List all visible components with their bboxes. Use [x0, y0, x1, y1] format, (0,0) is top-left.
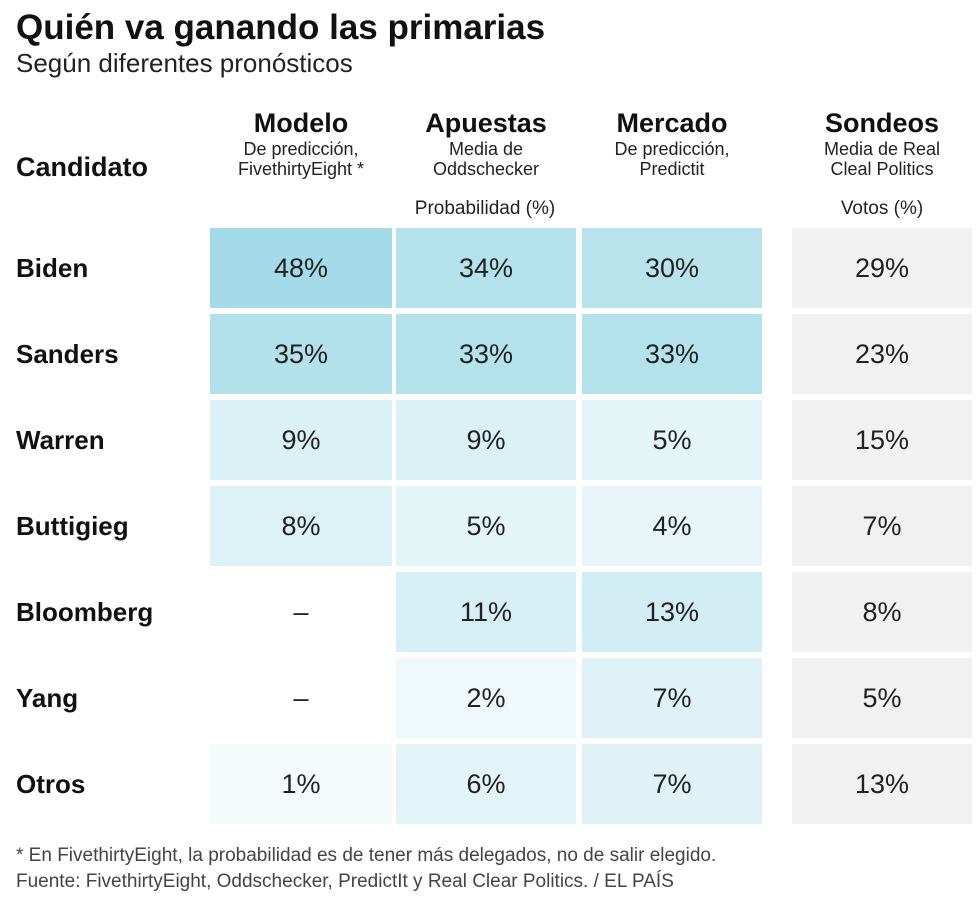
value-cell: 7% — [792, 486, 972, 566]
column-name: Mercado — [616, 108, 728, 138]
value-cell: 2% — [396, 658, 576, 738]
column-desc: Media de — [448, 139, 524, 159]
row-header: Candidato — [16, 152, 148, 182]
value-cell: 6% — [396, 744, 576, 824]
column-name: Modelo — [253, 108, 349, 138]
chart-title: Quién va ganando las primarias — [16, 8, 546, 47]
value-cell: 9% — [396, 400, 576, 480]
value-cell: 33% — [396, 314, 576, 394]
value-cell: – — [210, 572, 392, 652]
value-cell: 29% — [792, 228, 972, 308]
value-cell: 13% — [792, 744, 972, 824]
column-desc: De predicción, — [243, 139, 359, 159]
value-cell: 7% — [582, 744, 762, 824]
candidate-label: Warren — [16, 425, 105, 455]
column-header-apuestas: Apuestas Media de Oddschecker — [396, 107, 576, 179]
candidate-label: Buttigieg — [16, 511, 129, 541]
value-cell: 35% — [210, 314, 392, 394]
value-cell: 4% — [582, 486, 762, 566]
value-cell: 15% — [792, 400, 972, 480]
candidate-label: Sanders — [16, 339, 119, 369]
value-cell: 8% — [792, 572, 972, 652]
value-cell: 7% — [582, 658, 762, 738]
value-cell: 8% — [210, 486, 392, 566]
value-cell: 9% — [210, 400, 392, 480]
column-desc: De predicción, — [614, 139, 730, 159]
candidate-label: Biden — [16, 253, 89, 283]
column-desc: FivethirtyEight * — [237, 159, 365, 179]
value-cell: – — [210, 658, 392, 738]
value-cell: 34% — [396, 228, 576, 308]
value-cell: 1% — [210, 744, 392, 824]
column-desc: Oddschecker — [432, 159, 540, 179]
column-desc: Cleal Politics — [830, 159, 934, 179]
column-desc: Predictit — [639, 159, 705, 179]
column-desc: Media de Real — [823, 139, 941, 159]
value-cell: 33% — [582, 314, 762, 394]
unit-votes: Votos (%) — [840, 198, 924, 219]
column-header-sondeos: Sondeos Media de Real Cleal Politics — [792, 107, 972, 179]
value-cell: 48% — [210, 228, 392, 308]
value-cell: 13% — [582, 572, 762, 652]
candidate-label: Bloomberg — [16, 597, 154, 627]
unit-probability: Probabilidad (%) — [414, 198, 556, 219]
value-cell: 5% — [396, 486, 576, 566]
column-header-modelo: Modelo De predicción, FivethirtyEight * — [210, 107, 392, 179]
candidate-label: Otros — [16, 769, 86, 799]
value-cell: 23% — [792, 314, 972, 394]
column-name: Sondeos — [824, 108, 939, 138]
candidate-label: Yang — [16, 683, 79, 713]
value-cell: 11% — [396, 572, 576, 652]
footnote-asterisk: * En FivethirtyEight, la probabilidad es… — [16, 845, 717, 866]
column-header-mercado: Mercado De predicción, Predictit — [582, 107, 762, 179]
chart-subtitle: Según diferentes pronósticos — [16, 48, 353, 78]
column-name: Apuestas — [425, 108, 547, 138]
footnote-source: Fuente: FivethirtyEight, Oddschecker, Pr… — [16, 871, 674, 892]
value-cell: 30% — [582, 228, 762, 308]
value-cell: 5% — [582, 400, 762, 480]
value-cell: 5% — [792, 658, 972, 738]
